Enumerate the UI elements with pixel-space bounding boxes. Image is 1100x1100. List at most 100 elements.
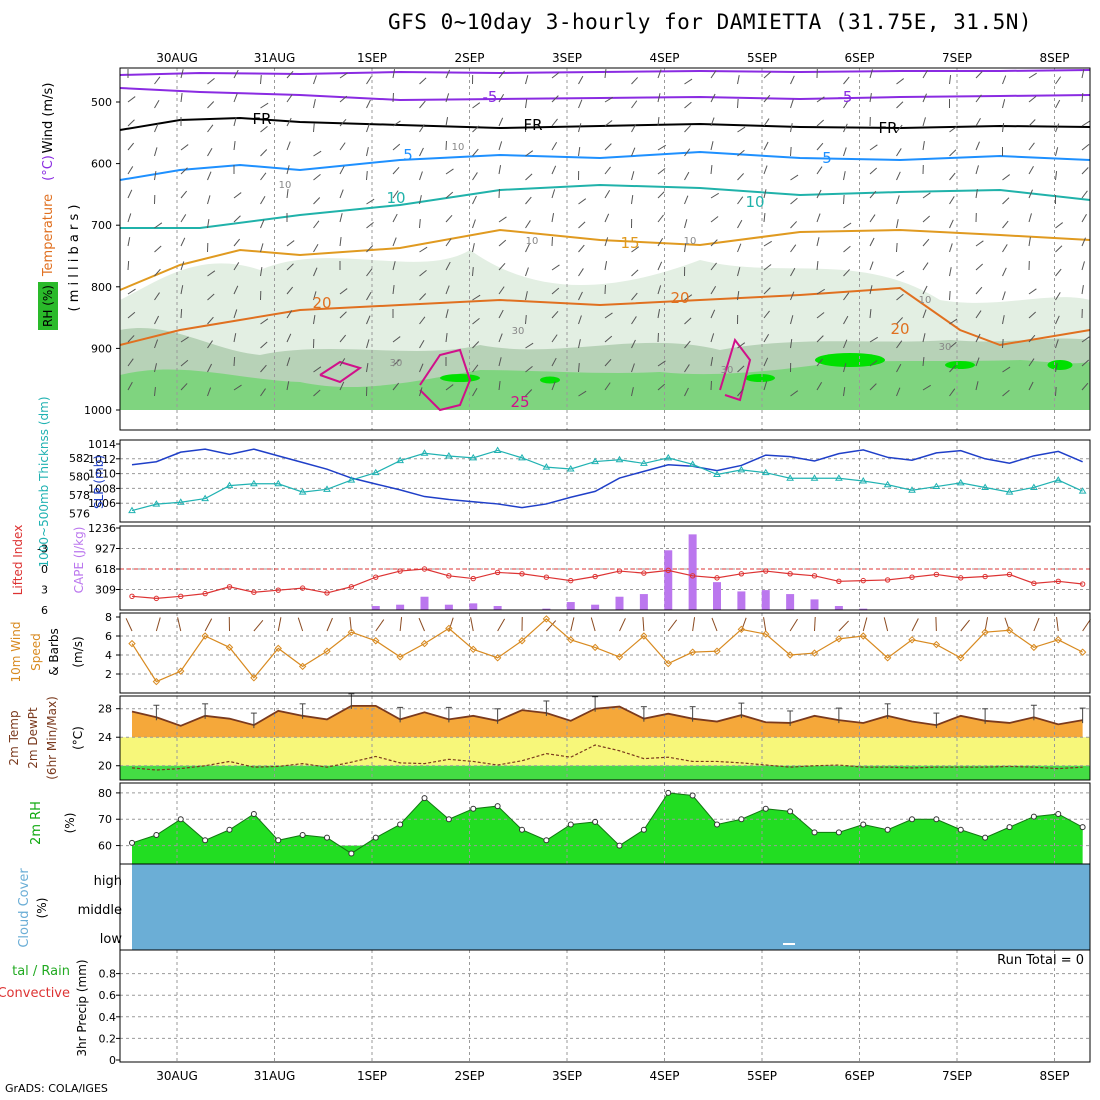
wind-speed-marker [615, 653, 624, 661]
wind-barb [498, 239, 507, 247]
wind-barb [684, 101, 692, 109]
slp-tick-label: 1012 [88, 453, 116, 466]
wind-barb [154, 99, 160, 109]
cape-bar [786, 594, 795, 610]
wind-barb [366, 170, 368, 181]
lifted-index-marker [543, 574, 550, 580]
wind-barb [1081, 336, 1090, 343]
wind-barb [498, 357, 502, 367]
precip-tick-label: 0.6 [99, 989, 117, 1002]
wind-barb [339, 165, 345, 175]
wind-barb [896, 317, 904, 325]
wind-barb [1028, 189, 1033, 199]
wind-barb [869, 383, 877, 391]
wind-barb [154, 222, 163, 229]
wind-barb [313, 315, 316, 325]
wind-speed-marker [835, 635, 843, 643]
wind-barb [260, 341, 268, 349]
cape-bar [493, 606, 502, 610]
wind-barb [949, 196, 955, 205]
wind-barb [949, 172, 956, 181]
isotherm-20 [119, 286, 1091, 347]
thickness-marker [298, 488, 307, 495]
cape-bar [396, 604, 405, 610]
wind-barb [551, 165, 557, 175]
wind-barb [657, 360, 666, 367]
wind-barb-10m [838, 620, 849, 632]
wind-barb [260, 102, 269, 109]
wind-barb [472, 172, 478, 181]
slp-thickness-frame [119, 439, 1091, 523]
wind-barb [578, 221, 586, 229]
wind-barb [180, 214, 187, 223]
wind-barb [684, 294, 693, 301]
precip-ylabel-a: tal / Rain [12, 964, 70, 979]
wind-barb [631, 77, 639, 85]
wind-barb [631, 363, 635, 373]
wind-barb [313, 150, 322, 157]
wind-barb [207, 340, 213, 349]
wind-barb [180, 383, 188, 391]
rh2m-marker [299, 832, 306, 839]
rh2m-marker [592, 818, 599, 825]
wind-barb [922, 262, 929, 271]
contour-label: FR [252, 110, 271, 128]
contour-label: 10 [919, 295, 932, 306]
wind-barb [260, 243, 264, 253]
rh2m-marker [665, 789, 672, 796]
wind-tick-label: 6 [105, 630, 112, 643]
cloud-cover-fill [132, 864, 1090, 950]
wind-barb-10m [789, 618, 798, 632]
wind-barb [1055, 245, 1063, 253]
thickness-marker [834, 474, 843, 481]
wind-barb [260, 267, 263, 277]
cape-bar [615, 596, 624, 610]
wind-barb [366, 123, 370, 133]
thickness-marker [371, 468, 380, 476]
wind-barb [1055, 386, 1057, 397]
thickness-marker [225, 481, 234, 489]
wind-barb [896, 195, 900, 205]
wind-speed-marker [688, 648, 697, 656]
rh2m-marker [982, 834, 989, 841]
wind-barb [1081, 143, 1090, 151]
wind-barb [922, 215, 931, 223]
cape-bar [639, 594, 648, 610]
wind-barb [657, 93, 661, 103]
rh-shade-bright [745, 374, 775, 382]
rh2m-marker [129, 839, 135, 846]
contour-label: 20 [890, 320, 909, 338]
wind-barb [472, 317, 480, 325]
wind-barb [180, 69, 184, 79]
wind-barb [763, 212, 766, 223]
rh2m-marker [835, 829, 842, 836]
wind-barb [1028, 358, 1035, 367]
wind-barb [551, 334, 558, 343]
x-label-top: 3SEP [552, 51, 582, 65]
lifted-index-marker [689, 573, 696, 579]
lifted-index-marker [1055, 578, 1061, 584]
wind-barb [525, 220, 531, 229]
wind-barb [869, 144, 878, 151]
rh2m-marker [616, 842, 623, 849]
wind-barb [1055, 268, 1062, 277]
wind-barb [922, 333, 926, 343]
wind-barb [816, 335, 824, 343]
pressure-tick-label: 1000 [84, 404, 112, 417]
wind-barb [763, 118, 770, 127]
wind-ylabel-c: & Barbs [47, 628, 61, 676]
wind-barb [578, 198, 587, 205]
wind-barb [869, 308, 872, 319]
wind-barb [525, 342, 534, 349]
thickness-marker [688, 460, 697, 467]
wind-barb [392, 213, 398, 223]
wind-barb [631, 316, 637, 325]
rh-tick-label: 70 [98, 813, 112, 826]
lifted-index-marker [641, 570, 647, 576]
rh-shade-bright [540, 376, 560, 384]
wind-barb [207, 316, 214, 325]
lifted-index-marker [909, 574, 915, 580]
lifted-index-marker [958, 575, 964, 581]
wind-barb [286, 333, 292, 343]
wind-barb [657, 285, 662, 295]
